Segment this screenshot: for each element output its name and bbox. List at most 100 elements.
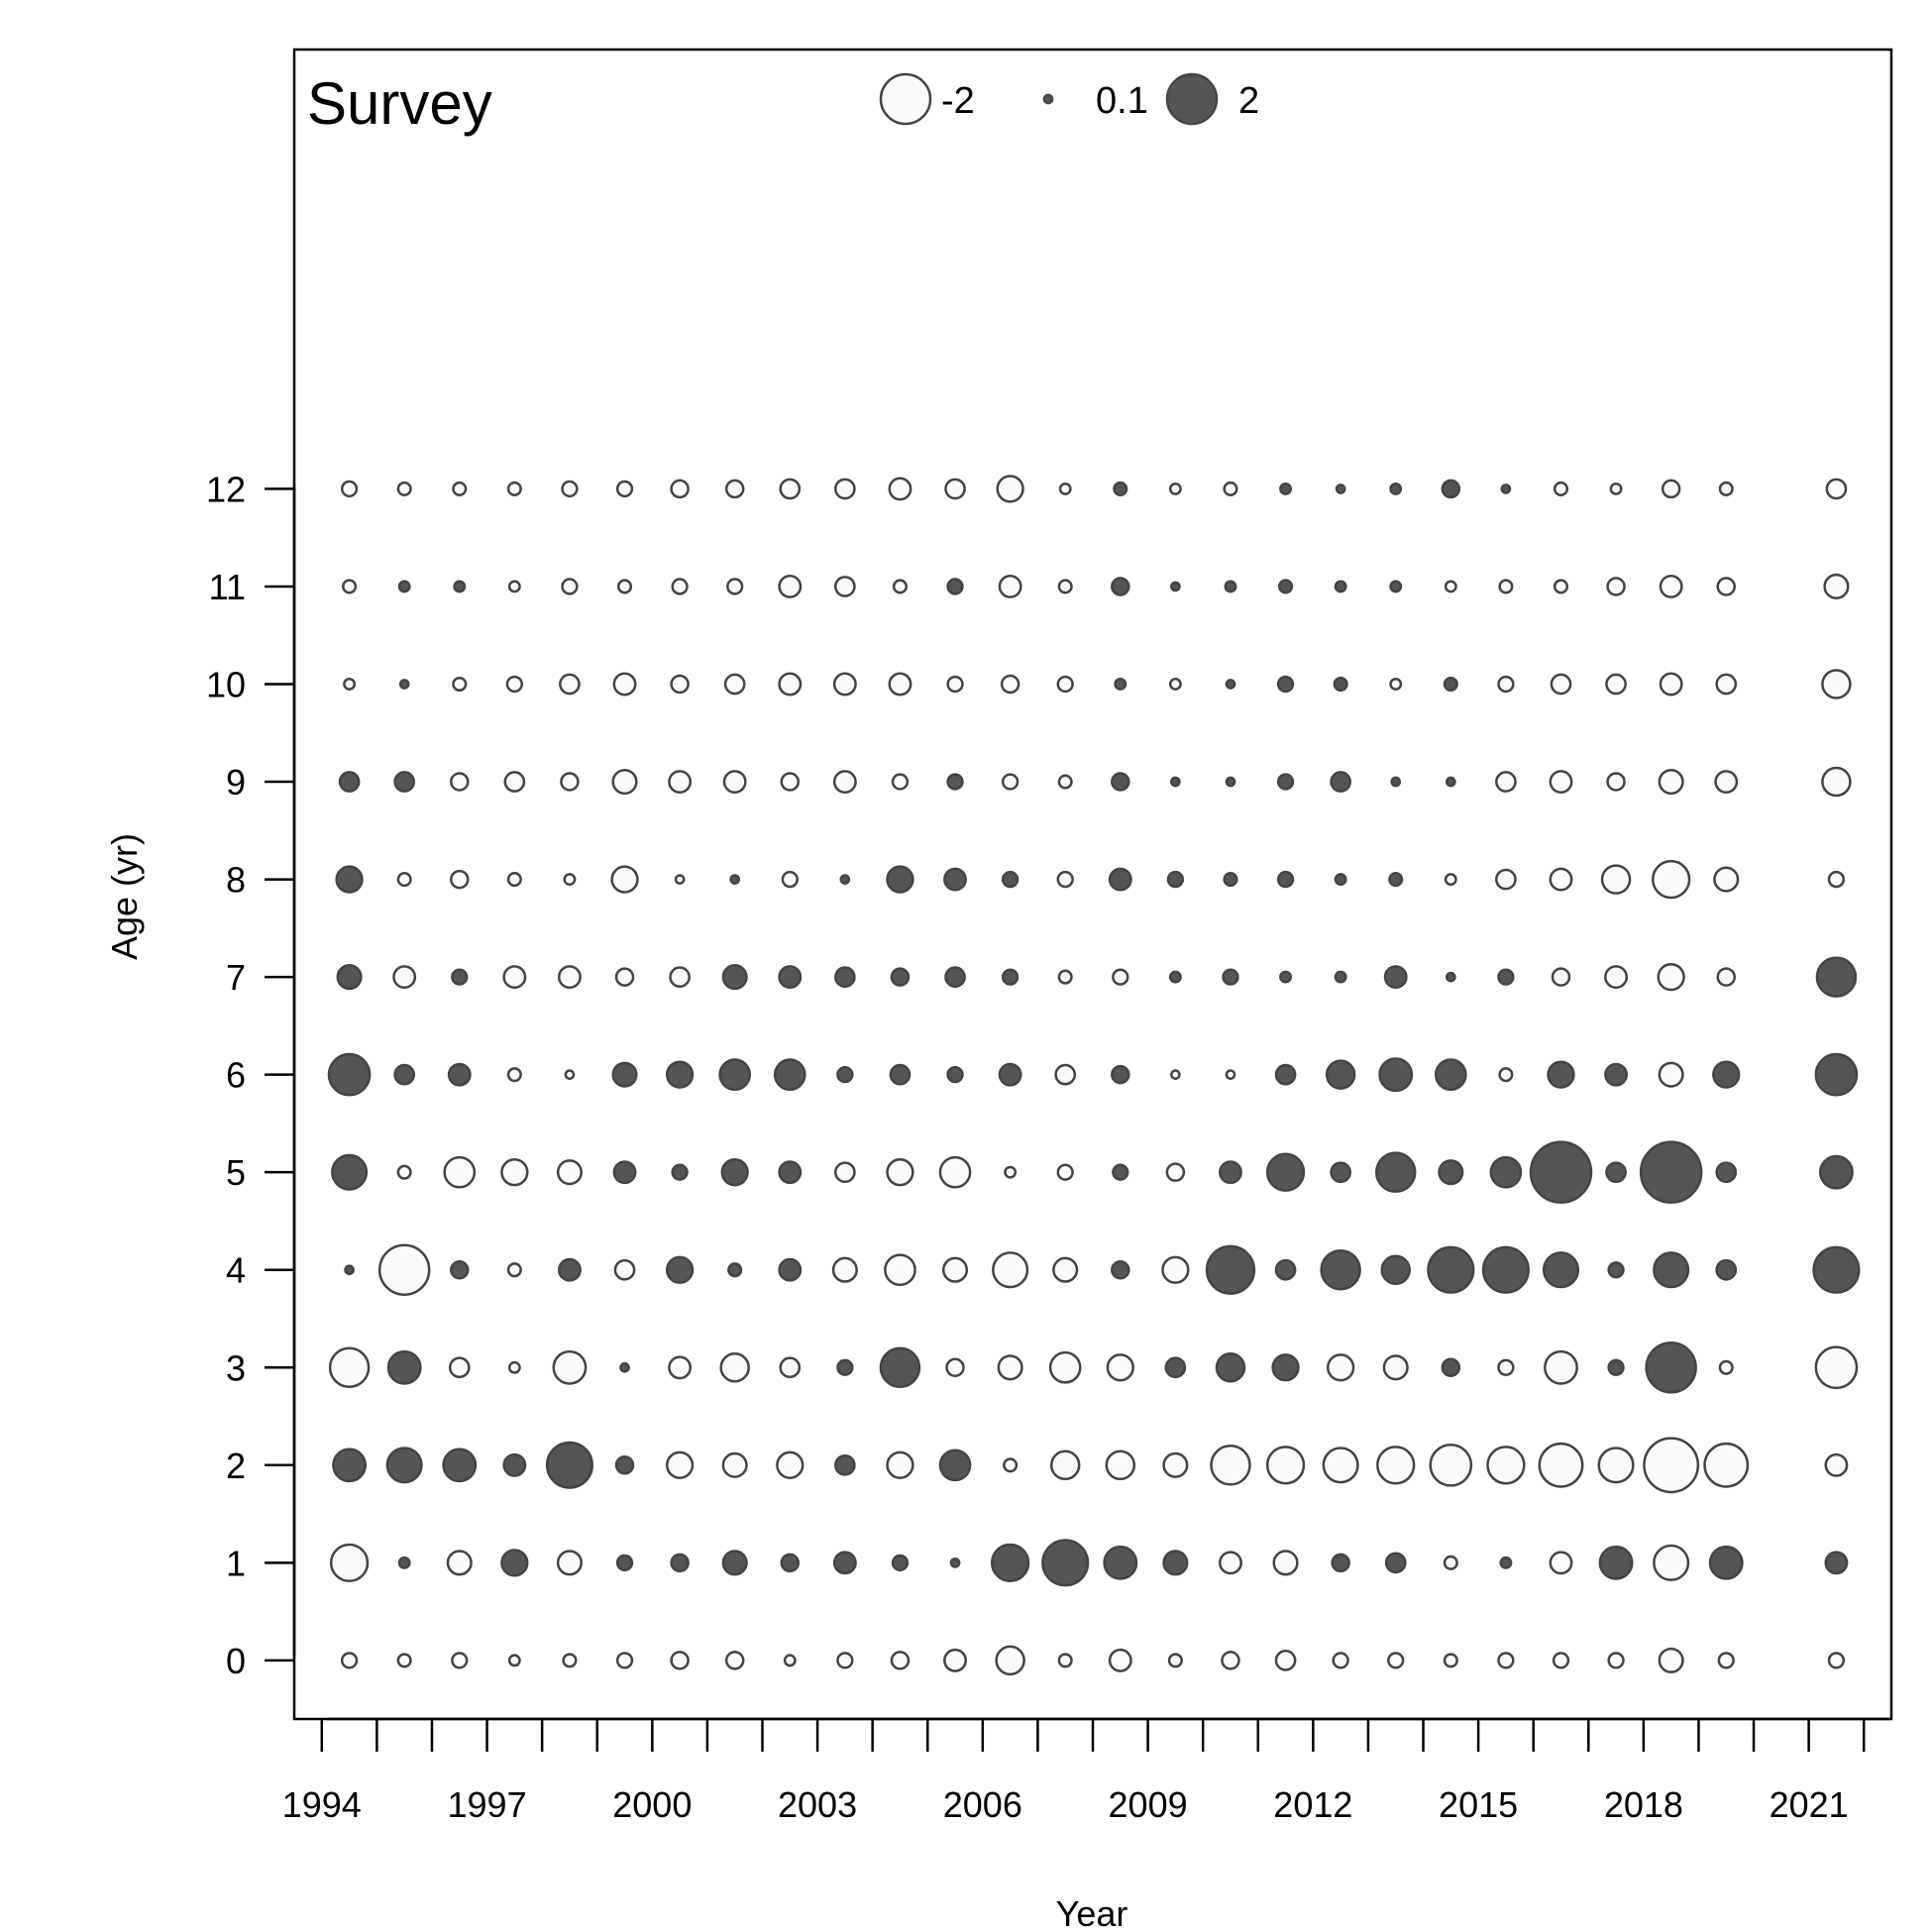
bubble-age-4-year-19 [1380,1254,1411,1285]
bubble-age-6-year-15 [1170,1069,1181,1080]
y-tick-label-7: 7 [226,957,246,998]
bubble-age-11-year-26 [1823,573,1850,600]
bubble-age-12-year-5 [615,480,634,498]
bubble-age-10-year-21 [1497,675,1515,694]
legend: -2 0.1 2 [879,72,1259,126]
bubble-age-4-year-8 [778,1257,803,1282]
bubble-age-5-year-19 [1374,1151,1417,1193]
bubble-age-2-year-8 [776,1450,805,1479]
bubble-age-11-year-10 [892,579,908,594]
bubble-age-4-year-12 [992,1251,1029,1289]
bubble-age-4-year-11 [941,1256,969,1283]
bubble-age-12-year-19 [1389,482,1403,495]
bubble-age-7-year-6 [669,966,691,988]
bubble-age-11-year-18 [1334,580,1347,593]
bubble-age-9-year-1 [393,771,416,793]
bubble-age-10-year-26 [1821,669,1852,699]
bubble-age-9-year-7 [722,770,747,794]
bubble-age-10-year-12 [1000,674,1020,695]
bubble-age-8-year-16 [1223,872,1238,888]
bubble-age-12-year-25 [1718,481,1734,496]
bubble-age-12-year-20 [1441,479,1461,499]
bubble-age-6-year-22 [1547,1060,1575,1089]
bubble-age-0-year-10 [890,1651,911,1670]
legend-label-0: -2 [941,80,975,122]
bubble-age-12-year-18 [1335,483,1346,494]
bubble-age-3-year-25 [1718,1359,1734,1375]
bubble-age-9-year-14 [1111,772,1130,792]
bubble-age-0-year-13 [1057,1653,1073,1668]
bubble-age-7-year-17 [1279,970,1293,984]
bubble-age-1-year-7 [721,1550,748,1576]
bubble-age-8-year-4 [563,873,577,887]
y-tick-label-5: 5 [226,1152,246,1193]
bubble-age-8-year-26 [1827,870,1846,889]
bubble-age-7-year-14 [1112,968,1129,986]
bubble-age-5-year-26 [1818,1154,1854,1190]
bubble-age-3-year-10 [879,1346,921,1389]
bubble-points [327,475,1861,1676]
x-tick-label-2009: 2009 [1109,1784,1188,1825]
bubble-age-7-year-3 [502,965,527,990]
bubble-age-0-year-25 [1717,1652,1735,1669]
bubble-age-2-year-0 [332,1448,368,1483]
bubble-age-10-year-11 [946,675,964,694]
bubble-age-5-year-14 [1112,1163,1129,1181]
bubble-age-7-year-8 [778,965,803,990]
bubble-age-7-year-26 [1815,956,1858,998]
bubble-age-1-year-16 [1219,1551,1242,1575]
x-tick-label-2012: 2012 [1273,1784,1352,1825]
bubble-age-12-year-24 [1661,479,1681,499]
bubble-age-2-year-1 [385,1447,423,1484]
bubble-age-3-year-13 [1048,1350,1082,1384]
bubble-age-2-year-3 [502,1452,527,1477]
bubble-age-0-year-16 [1221,1651,1240,1670]
bubble-age-3-year-20 [1441,1357,1461,1378]
bubble-age-10-year-1 [398,679,410,690]
bubble-age-10-year-25 [1715,673,1738,696]
bubble-age-2-year-18 [1322,1447,1359,1484]
bubble-age-10-year-0 [343,678,357,691]
legend-marker-0 [879,72,932,126]
bubble-age-5-year-2 [443,1155,477,1189]
bubble-age-7-year-23 [1604,965,1629,990]
bubble-age-11-year-5 [616,579,633,594]
bubble-age-6-year-13 [1054,1063,1077,1086]
bubble-age-12-year-0 [340,480,359,498]
bubble-age-1-year-6 [670,1553,690,1573]
bubble-age-8-year-24 [1652,859,1691,900]
bubble-age-3-year-18 [1326,1353,1355,1382]
bubble-age-2-year-2 [442,1448,478,1483]
bubble-age-10-year-13 [1056,675,1074,694]
bubble-age-6-year-20 [1434,1058,1467,1091]
bubble-age-1-year-9 [832,1551,857,1575]
bubble-age-12-year-22 [1553,481,1569,496]
bubble-age-0-year-0 [340,1652,359,1669]
bubble-age-4-year-15 [1161,1255,1190,1284]
y-axis-title: Age (yr) [104,833,145,960]
bubble-age-10-year-19 [1389,678,1403,691]
bubble-age-6-year-10 [889,1063,912,1086]
bubble-age-5-year-20 [1438,1159,1464,1186]
bubble-age-11-year-23 [1606,577,1626,596]
bubble-age-3-year-14 [1106,1353,1134,1382]
bubble-age-6-year-18 [1325,1059,1356,1090]
bubble-age-6-year-3 [506,1067,522,1083]
bubble-age-6-year-4 [564,1069,576,1080]
bubble-age-8-year-11 [943,867,967,892]
bubble-age-3-year-7 [719,1352,750,1383]
bubble-age-12-year-23 [1609,482,1623,495]
bubble-age-4-year-5 [613,1258,636,1281]
bubble-age-9-year-23 [1606,772,1626,792]
bubble-age-1-year-12 [990,1543,1030,1582]
bubble-age-0-year-9 [836,1652,854,1669]
bubble-age-0-year-21 [1497,1652,1515,1669]
bubble-age-5-year-23 [1605,1161,1627,1184]
bubble-age-0-year-24 [1658,1647,1684,1673]
bubble-age-0-year-17 [1274,1650,1297,1671]
bubble-age-11-year-6 [671,578,689,595]
bubble-age-12-year-16 [1223,481,1238,496]
bubble-age-8-year-13 [1056,870,1074,889]
bubble-age-11-year-1 [397,580,411,593]
x-tick-label-1997: 1997 [448,1784,527,1825]
